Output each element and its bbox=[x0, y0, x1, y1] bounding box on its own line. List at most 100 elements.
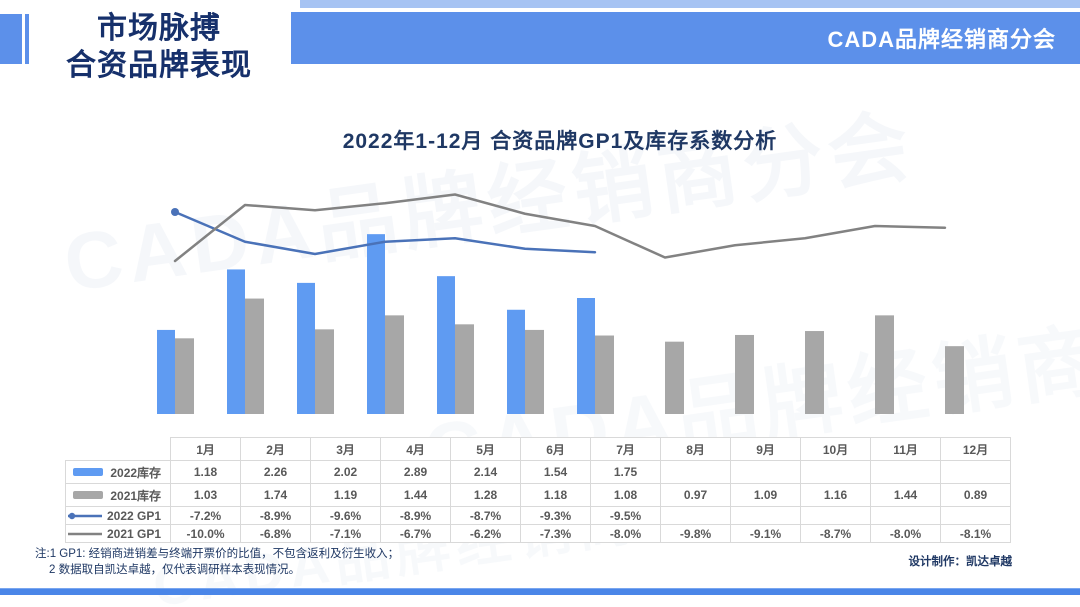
table-cell bbox=[800, 506, 872, 525]
bottom-accent-rule bbox=[0, 588, 1080, 595]
table-cell: 1.19 bbox=[310, 483, 382, 507]
table-cell: -6.2% bbox=[450, 524, 522, 543]
watermark-text: CADA品牌经销商分会 bbox=[58, 100, 921, 309]
bar-2021库存 bbox=[175, 338, 194, 414]
month-header: 12月 bbox=[940, 437, 1012, 461]
table-cell: 1.18 bbox=[170, 460, 242, 484]
table-cell: -8.1% bbox=[940, 524, 1012, 543]
bar-2022库存 bbox=[157, 329, 175, 414]
table-cell: -7.2% bbox=[170, 506, 242, 525]
table-cell: 1.18 bbox=[520, 483, 592, 507]
series-label: 2021 GP1 bbox=[107, 526, 162, 541]
table-cell: -9.8% bbox=[660, 524, 732, 543]
bar-2021库存 bbox=[245, 298, 264, 414]
table-cell: -9.6% bbox=[310, 506, 382, 525]
bar-2022库存 bbox=[437, 276, 455, 414]
legend-bar-swatch-icon bbox=[73, 491, 104, 499]
table-cell bbox=[660, 460, 732, 484]
table-cell: 1.08 bbox=[590, 483, 662, 507]
table-cell: -10.0% bbox=[170, 524, 242, 543]
table-corner-cell bbox=[65, 437, 172, 461]
table-cell bbox=[870, 460, 942, 484]
table-row: 2022 GP1 -7.2% -8.9% -9.6% -8.9% -8.7% -9.3% -9… bbox=[64, 506, 1012, 525]
table-cell: -8.0% bbox=[590, 524, 662, 543]
table-cell bbox=[940, 460, 1012, 484]
line-start-marker bbox=[171, 208, 179, 216]
bar-2022库存 bbox=[297, 282, 315, 414]
title-accent-stripe bbox=[25, 14, 29, 64]
legend-bar-swatch-icon bbox=[73, 468, 104, 476]
table-cell bbox=[940, 506, 1012, 525]
footnote-line2: 2 数据取自凯达卓越，仅代表调研样本表现情况。 bbox=[49, 564, 301, 576]
page-title: 市场脉搏 合资品牌表现 bbox=[28, 10, 290, 84]
header-banner: CADA品牌经销商分会 bbox=[291, 12, 1080, 64]
page-title-line1: 市场脉搏 bbox=[97, 12, 221, 45]
bar-2021库存 bbox=[315, 329, 334, 414]
bar-2021库存 bbox=[525, 329, 544, 414]
table-cell: -8.9% bbox=[240, 506, 312, 525]
table-cell: -6.8% bbox=[240, 524, 312, 543]
table-cell: 1.28 bbox=[450, 483, 522, 507]
series-label: 2022 GP1 bbox=[107, 508, 162, 523]
table-cell: -9.1% bbox=[730, 524, 802, 543]
table-row: 2021 GP1 -10.0% -6.8% -7.1% -6.7% -6.2% -7.3% -… bbox=[64, 524, 1012, 543]
table-cell: -7.3% bbox=[520, 524, 592, 543]
table-cell: -9.3% bbox=[520, 506, 592, 525]
bar-2022库存 bbox=[227, 269, 245, 414]
month-header: 7月 bbox=[590, 437, 662, 461]
table-cell bbox=[800, 460, 872, 484]
bar-2021库存 bbox=[385, 315, 404, 414]
table-row: 2022库存 1.18 2.26 2.02 2.89 2.14 1.54 1.75 bbox=[64, 460, 1012, 484]
month-header: 2月 bbox=[240, 437, 312, 461]
table-cell bbox=[730, 506, 802, 525]
legend-line-swatch-icon bbox=[68, 532, 102, 535]
table-cell: 1.03 bbox=[170, 483, 242, 507]
table-cell: -9.5% bbox=[590, 506, 662, 525]
bar-2021库存 bbox=[595, 335, 614, 414]
month-header: 11月 bbox=[870, 437, 942, 461]
table-cell bbox=[730, 460, 802, 484]
table-cell: 1.75 bbox=[590, 460, 662, 484]
bar-2022库存 bbox=[507, 309, 525, 414]
table-cell: 1.54 bbox=[520, 460, 592, 484]
month-header: 3月 bbox=[310, 437, 382, 461]
series-label: 2022库存 bbox=[110, 465, 162, 480]
table-cell bbox=[870, 506, 942, 525]
table-cell: 2.14 bbox=[450, 460, 522, 484]
month-header: 1月 bbox=[170, 437, 242, 461]
table-cell: 2.02 bbox=[310, 460, 382, 484]
bar-2021库存 bbox=[805, 331, 824, 414]
chart-title: 2022年1-12月 合资品牌GP1及库存系数分析 bbox=[342, 130, 778, 153]
table-cell: 1.09 bbox=[730, 483, 802, 507]
bar-2022库存 bbox=[367, 234, 385, 414]
legend-line-swatch-icon bbox=[68, 512, 102, 519]
table-cell: 1.16 bbox=[800, 483, 872, 507]
line-2022 GP1 bbox=[173, 210, 597, 256]
legend-cell: 2021库存 bbox=[64, 483, 172, 507]
month-header: 4月 bbox=[380, 437, 452, 461]
month-header: 8月 bbox=[660, 437, 732, 461]
bar-2021库存 bbox=[455, 324, 474, 414]
table-cell: -8.9% bbox=[380, 506, 452, 525]
bar-2021库存 bbox=[875, 315, 894, 414]
series-label: 2021库存 bbox=[110, 488, 162, 503]
title-accent-block bbox=[0, 14, 22, 64]
table-cell: -8.0% bbox=[870, 524, 942, 543]
month-header: 9月 bbox=[730, 437, 802, 461]
banner-org-label: CADA品牌经销商分会 bbox=[827, 27, 1056, 52]
table-cell: 2.26 bbox=[240, 460, 312, 484]
table-cell: 0.89 bbox=[940, 483, 1012, 507]
page-title-line2: 合资品牌表现 bbox=[66, 49, 252, 82]
legend-cell: 2021 GP1 bbox=[64, 524, 172, 543]
footnotes: 注:1 GP1: 经销商进销差与终端开票价的比值，不包含返利及衍生收入； 2 数… bbox=[35, 546, 399, 578]
table-cell: -8.7% bbox=[800, 524, 872, 543]
bar-2021库存 bbox=[945, 346, 964, 414]
bar-2021库存 bbox=[665, 341, 684, 414]
footnote-line1: 注:1 GP1: 经销商进销差与终端开票价的比值，不包含返利及衍生收入； bbox=[35, 548, 400, 560]
month-header: 6月 bbox=[520, 437, 592, 461]
table-cell: 1.44 bbox=[870, 483, 942, 507]
table-cell: 0.97 bbox=[660, 483, 732, 507]
table-cell bbox=[660, 506, 732, 525]
table-cell: 2.89 bbox=[380, 460, 452, 484]
